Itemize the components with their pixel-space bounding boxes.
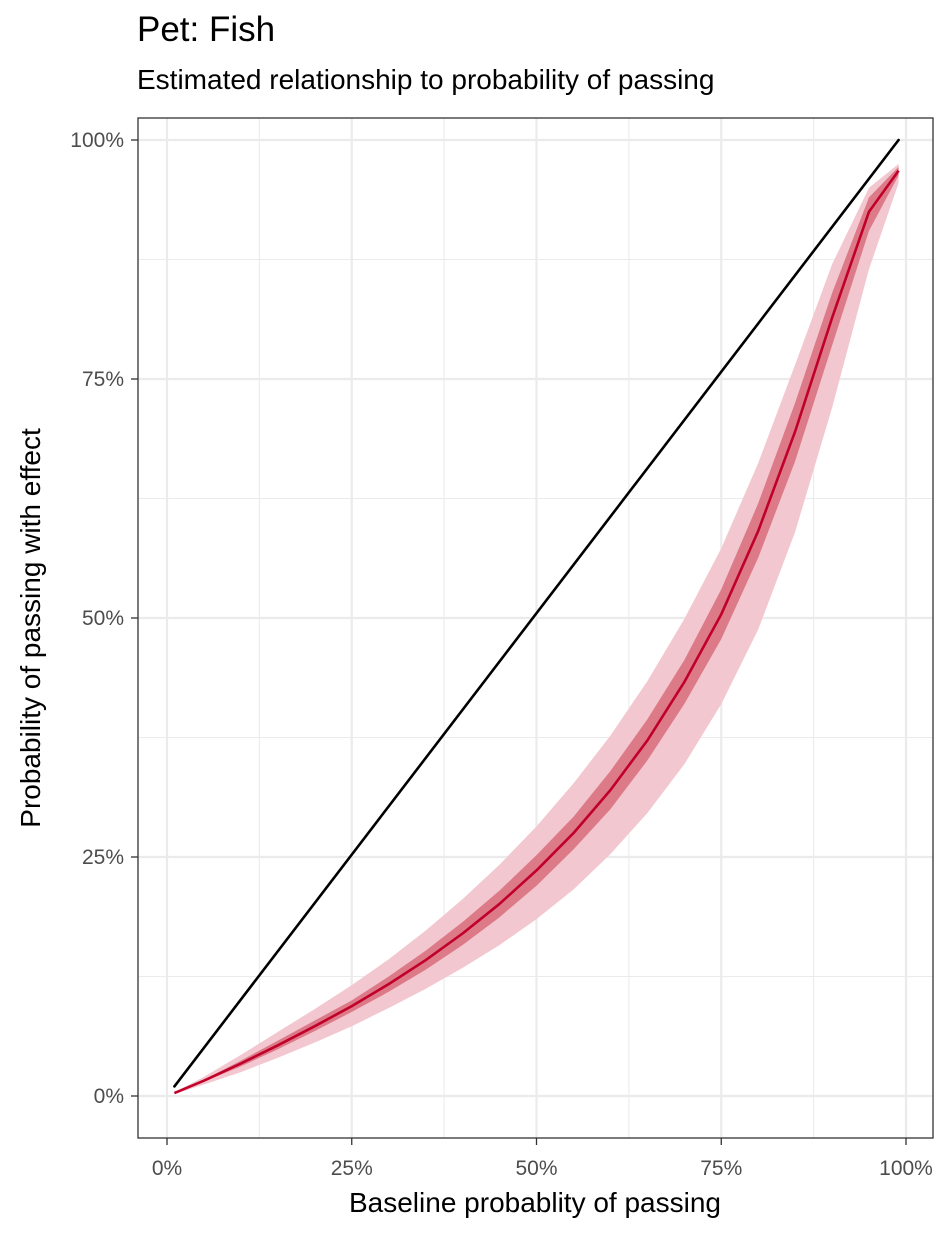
- confidence-bands: [174, 163, 899, 1095]
- y-tick-label: 25%: [82, 846, 124, 869]
- grid-lines: [138, 118, 933, 1138]
- y-tick-label: 75%: [82, 368, 124, 391]
- reference-line: [173, 138, 900, 1088]
- axes: 0% 25% 50% 75% 100% 0% 25% 50% 75% 100%: [70, 129, 933, 1180]
- x-tick-label: 50%: [515, 1157, 557, 1180]
- x-tick-label: 75%: [700, 1157, 742, 1180]
- x-tick-label: 0%: [152, 1157, 182, 1180]
- y-tick-label: 0%: [94, 1085, 124, 1108]
- x-tick-label: 25%: [331, 1157, 373, 1180]
- chart-subtitle: Estimated relationship to probability of…: [137, 64, 715, 95]
- outer-confidence-band: [174, 163, 899, 1095]
- panel-border: [137, 117, 934, 1139]
- x-axis-title: Baseline probablity of passing: [349, 1187, 721, 1218]
- series-lines: [173, 138, 900, 1095]
- y-axis-title: Probability of passing with effect: [15, 428, 46, 828]
- x-tick-label: 100%: [879, 1157, 933, 1180]
- effect-line: [173, 169, 900, 1095]
- y-tick-label: 50%: [82, 607, 124, 630]
- chart-title: Pet: Fish: [137, 10, 276, 49]
- y-tick-label: 100%: [70, 129, 124, 152]
